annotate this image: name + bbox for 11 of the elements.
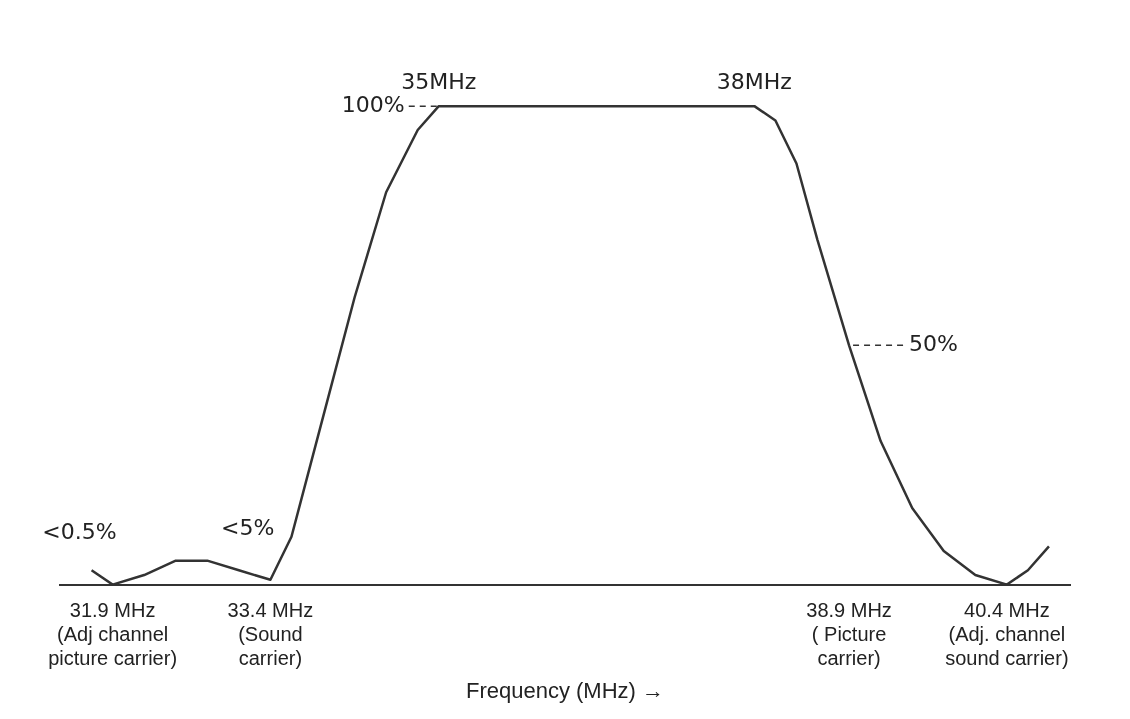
x-tick-label: 33.4 MHz (Sound carrier)	[227, 599, 314, 670]
annotation: 50%	[909, 331, 958, 357]
annotation: <5%	[221, 514, 275, 540]
annotation: 35MHz	[401, 68, 477, 94]
x-tick-label: 38.9 MHz ( Picture carrier)	[806, 599, 892, 670]
annotation: 38MHz	[716, 68, 792, 94]
x-tick-label: 40.4 MHz (Adj. channel sound carrier)	[945, 599, 1069, 670]
annotation: 100%	[341, 91, 405, 117]
x-axis-title: Frequency (MHz) →	[465, 677, 665, 703]
x-tick-label: 31.9 MHz (Adj channel picture carrier)	[48, 599, 178, 670]
annotation: <0.5%	[42, 519, 117, 545]
